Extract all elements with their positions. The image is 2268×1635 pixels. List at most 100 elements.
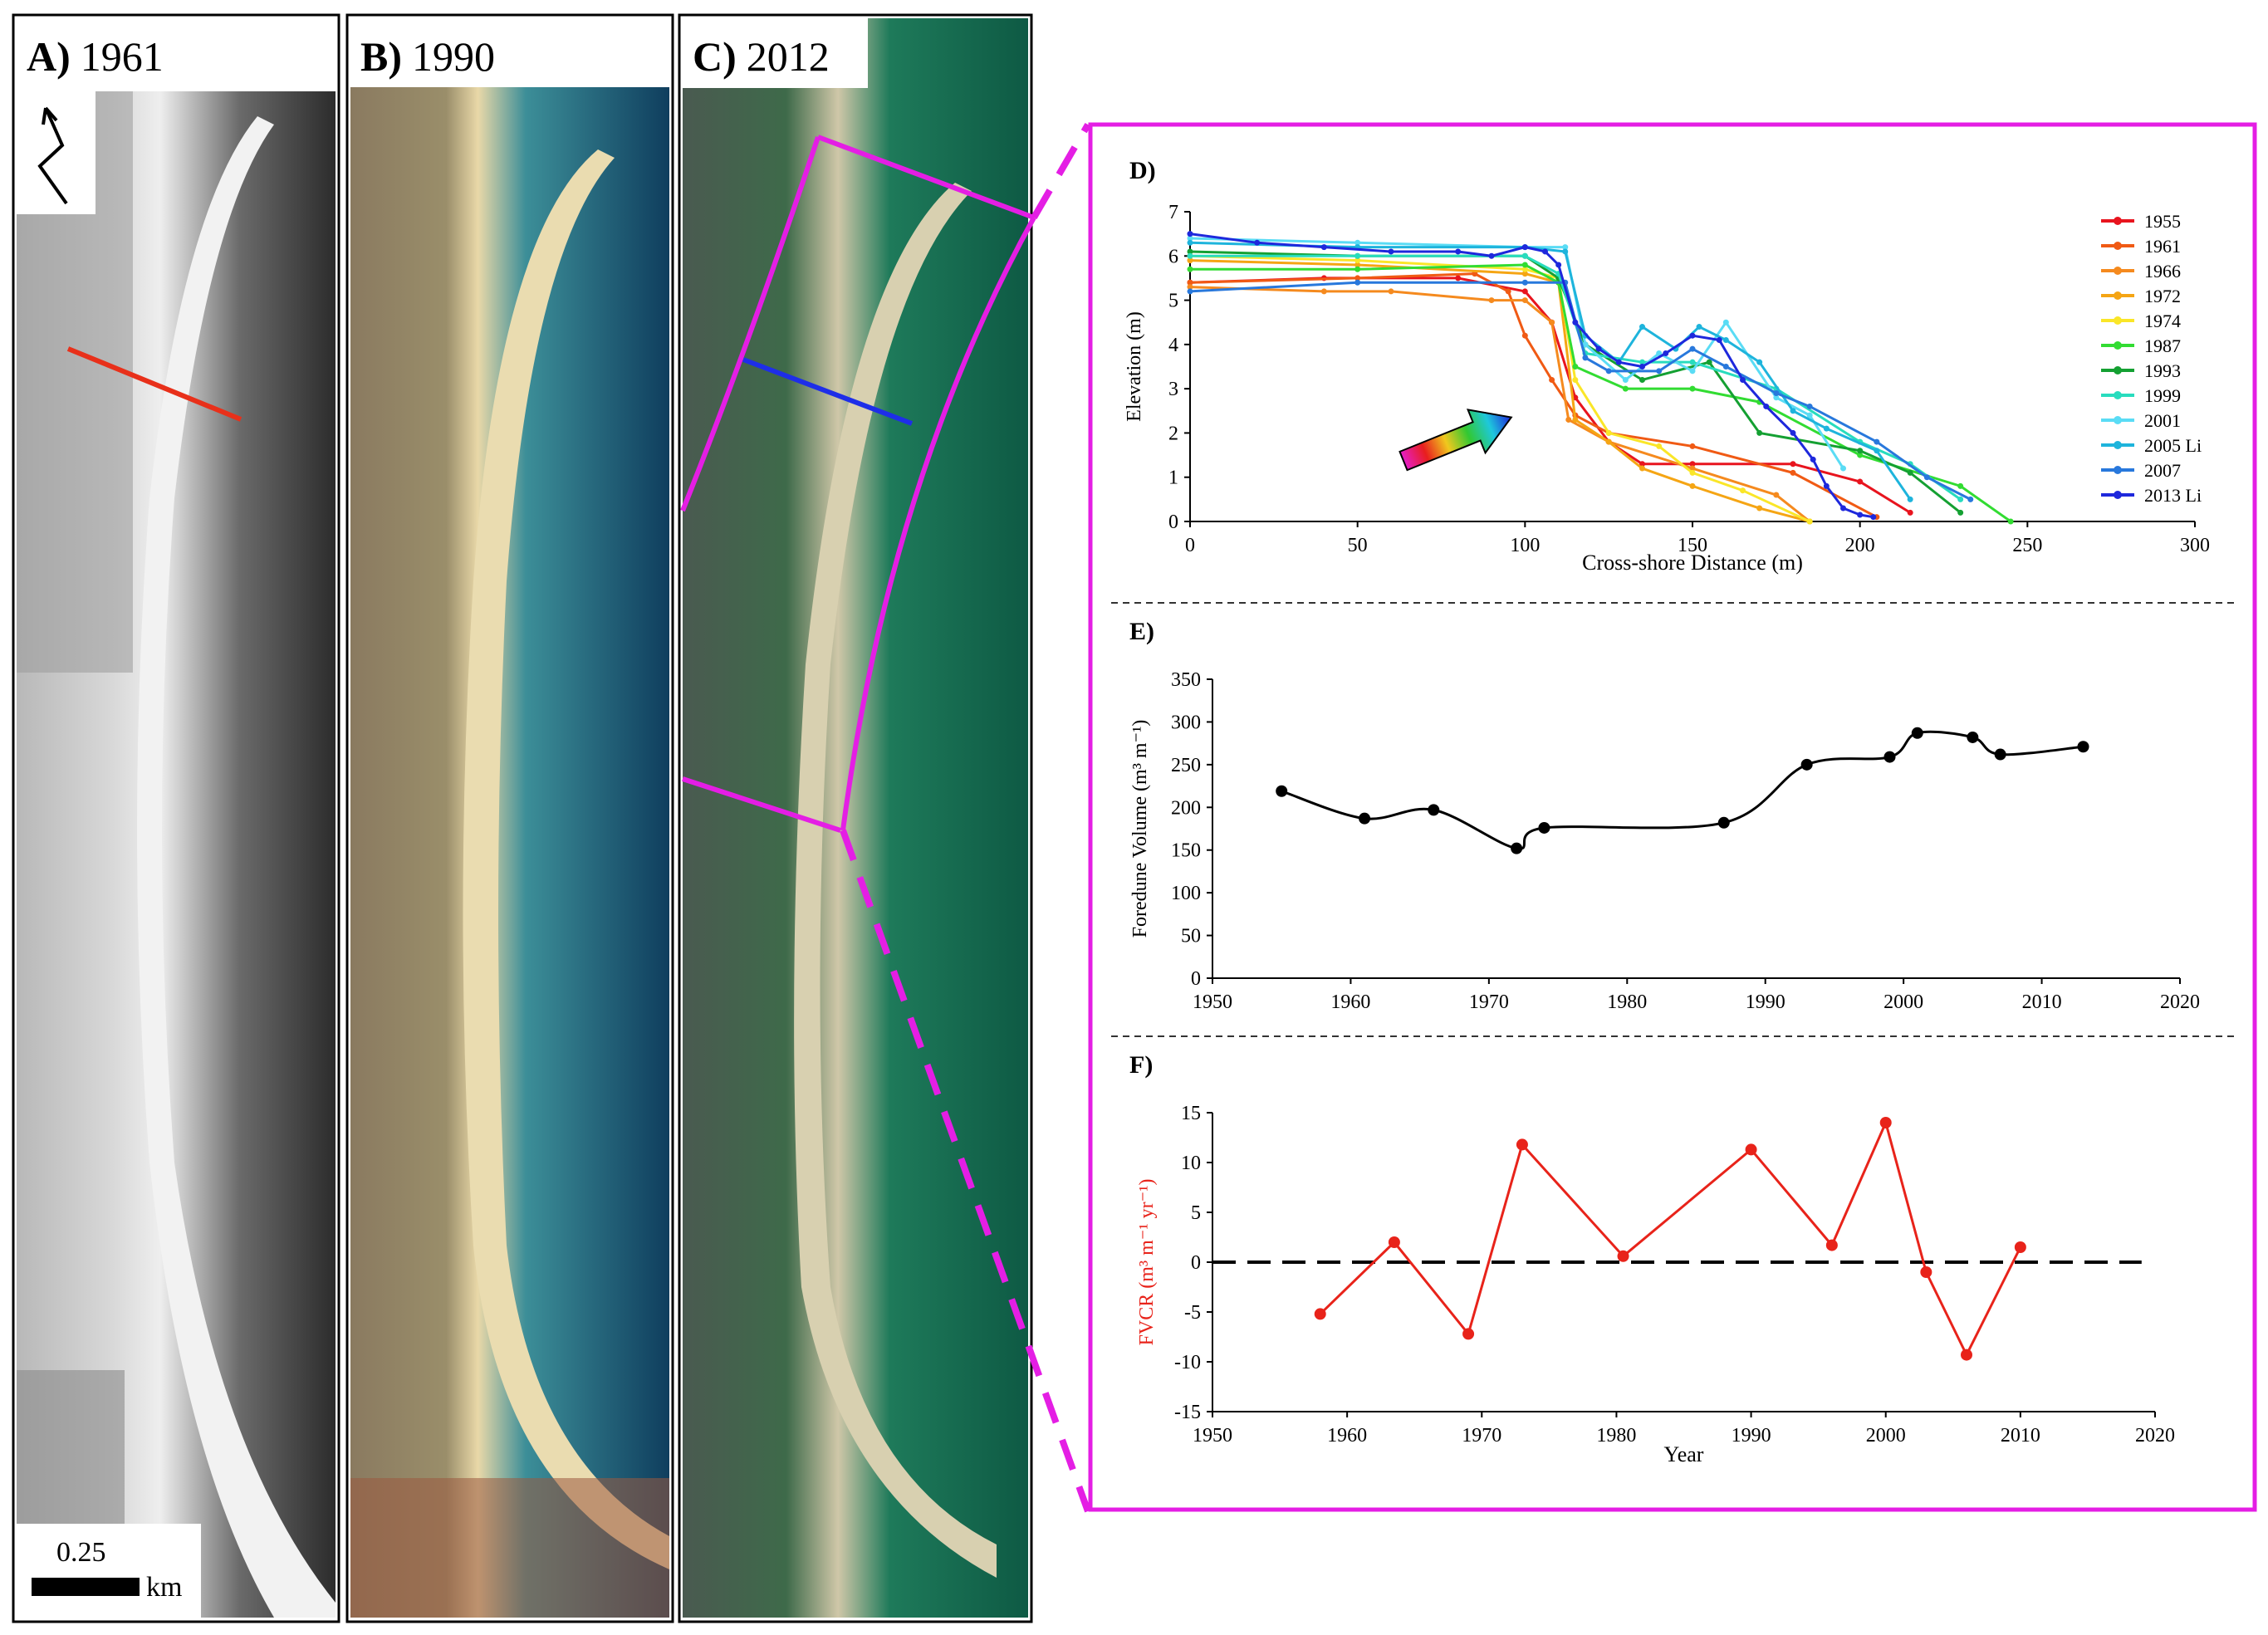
north-arrow-icon: [17, 90, 96, 214]
data-point: [1542, 248, 1549, 255]
data-point: [1696, 324, 1702, 330]
photo-panel-1990: B) 1990: [345, 13, 674, 1623]
panel-year-c: 2012: [747, 33, 830, 80]
data-point: [1857, 448, 1864, 454]
y-tick-label: 0: [1168, 512, 1178, 533]
data-point: [1187, 248, 1193, 255]
data-point: [1656, 368, 1663, 374]
panel-year-a: 1961: [81, 33, 164, 80]
x-tick-label: 250: [2012, 535, 2042, 556]
data-point: [1857, 478, 1864, 485]
y-tick-label: 10: [1181, 1153, 1201, 1174]
data-point: [1870, 514, 1877, 521]
series-line-1955: [1189, 277, 1911, 514]
data-point: [1187, 279, 1193, 286]
data-point: [1549, 319, 1555, 326]
data-point: [1745, 1143, 1757, 1156]
y-tick-label: 4: [1168, 335, 1178, 356]
red-transect: [66, 346, 242, 422]
data-point: [1823, 482, 1830, 489]
data-point: [1773, 394, 1780, 401]
data-point: [2014, 1241, 2026, 1253]
legend-marker: [2114, 366, 2122, 374]
data-point: [1572, 364, 1579, 370]
x-tick-label: 1950: [1193, 991, 1232, 1013]
y-tick-label: 100: [1171, 883, 1201, 904]
panel-letter-e: E): [1129, 618, 1154, 645]
legend-label: 1955: [2144, 211, 2181, 232]
data-point: [1911, 727, 1923, 739]
data-point: [1840, 465, 1846, 472]
data-point: [1823, 425, 1830, 432]
legend-marker: [2114, 341, 2122, 350]
y-tick-label: -10: [1174, 1352, 1201, 1373]
data-point: [1320, 244, 1327, 251]
panel-letter-b: B): [360, 33, 402, 80]
data-point: [1840, 505, 1846, 512]
svg-text:B)1990: B) 1990: [360, 33, 495, 80]
panel-letter-c: C): [693, 33, 737, 80]
y-tick-label: 2: [1168, 423, 1178, 444]
x-tick-label: 1960: [1330, 991, 1370, 1013]
data-point: [1605, 429, 1612, 436]
data-point: [1455, 275, 1462, 281]
data-point: [1656, 350, 1663, 357]
data-point: [1521, 279, 1528, 286]
zoom-connector-top: [1031, 122, 1091, 220]
data-point: [1462, 1328, 1475, 1340]
data-point: [1689, 385, 1696, 392]
data-point: [1572, 319, 1579, 326]
data-point: [1874, 438, 1880, 445]
data-point: [1538, 821, 1550, 834]
y-tick-label: 5: [1191, 1202, 1201, 1224]
data-point: [1773, 389, 1780, 396]
data-point: [1722, 364, 1729, 370]
scale-bar-unit: km: [146, 1572, 182, 1603]
x-tick-label: 2000: [1883, 991, 1923, 1013]
data-point: [1639, 364, 1645, 370]
y-tick-label: 7: [1168, 202, 1178, 223]
legend-marker: [2114, 242, 2122, 250]
data-point: [1790, 461, 1796, 467]
series-line-2007: [1189, 281, 1972, 501]
data-point: [1354, 262, 1361, 268]
data-point: [1187, 284, 1193, 291]
data-point: [1521, 244, 1528, 251]
data-point: [1595, 345, 1602, 352]
data-point: [1957, 509, 1964, 516]
series-line-1974: [1189, 254, 1810, 523]
data-point: [1689, 368, 1696, 374]
data-point: [1187, 239, 1193, 246]
legend-marker: [2114, 491, 2122, 499]
data-point: [1790, 469, 1796, 476]
data-point: [1961, 1349, 1972, 1361]
y-tick-label: 350: [1171, 669, 1201, 691]
data-point: [1521, 297, 1528, 304]
x-axis-label: Year: [1664, 1442, 1704, 1466]
svg-text:A)1961: A) 1961: [27, 33, 164, 80]
data-point: [1254, 239, 1261, 246]
x-tick-label: 1970: [1469, 991, 1509, 1013]
data-point: [1354, 279, 1361, 286]
legend-label: 1987: [2144, 335, 2181, 356]
data-point: [1663, 350, 1669, 357]
data-point: [1689, 469, 1696, 476]
x-tick-label: 100: [1510, 535, 1540, 556]
data-point: [1555, 262, 1562, 268]
panel-letter-f: F): [1129, 1051, 1153, 1079]
data-point: [1521, 262, 1528, 268]
data-point: [1314, 1308, 1326, 1320]
legend-marker: [2114, 466, 2122, 474]
data-point: [1622, 385, 1629, 392]
data-point: [2007, 518, 2014, 525]
y-tick-label: 0: [1191, 1252, 1201, 1274]
y-axis-label: Elevation (m): [1124, 311, 1145, 422]
legend-label: 1993: [2144, 360, 2181, 381]
data-point: [1562, 248, 1569, 255]
data-point: [1354, 275, 1361, 281]
data-point: [1388, 1236, 1400, 1248]
legend-marker: [2114, 416, 2122, 424]
x-tick-label: 1990: [1732, 1425, 1771, 1447]
data-point: [1605, 438, 1612, 445]
blue-transect: [742, 357, 914, 426]
